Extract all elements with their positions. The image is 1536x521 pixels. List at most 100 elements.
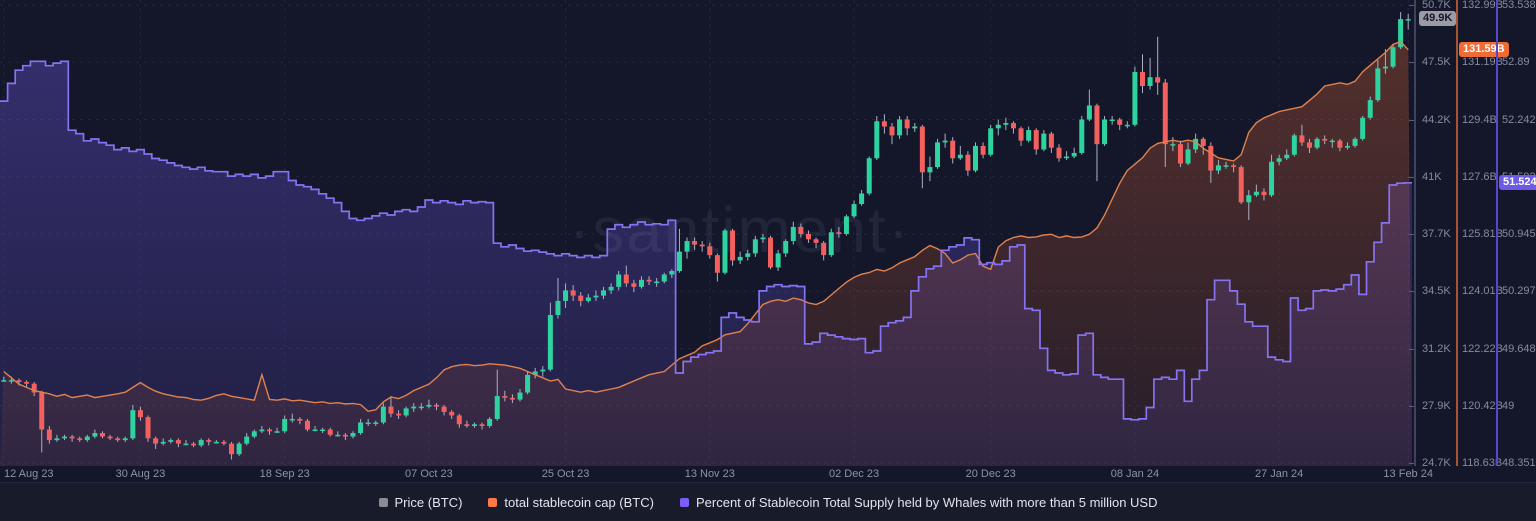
legend-item-1[interactable]: total stablecoin cap (BTC) [488, 495, 654, 510]
axis-tick-label: 49 [1502, 399, 1515, 412]
candle [115, 438, 121, 441]
candle [1344, 145, 1350, 148]
candle [358, 422, 364, 434]
candle [168, 440, 174, 442]
candle [130, 410, 136, 439]
candle [1238, 167, 1244, 203]
candle [1079, 119, 1085, 153]
candle [471, 424, 477, 427]
chart-legend: Price (BTC) total stablecoin cap (BTC) Per… [0, 482, 1536, 521]
stablecoin-axis-line [1456, 0, 1458, 466]
candle [502, 396, 508, 398]
candle [434, 404, 440, 407]
axis-tick-label: 118.63B [1462, 457, 1503, 469]
candle [39, 392, 45, 430]
candle [1177, 144, 1183, 164]
candle [555, 300, 561, 316]
candle [69, 436, 75, 439]
candle [1291, 135, 1297, 155]
date-label: 20 Dec 23 [965, 468, 1016, 480]
candle [365, 422, 371, 424]
candle [699, 244, 705, 247]
axis-tick-label: 27.9K [1422, 399, 1451, 412]
candle [1094, 105, 1100, 145]
candle [752, 239, 758, 254]
candle [229, 443, 235, 455]
candle [350, 433, 356, 437]
candle [191, 443, 197, 446]
candle [919, 126, 925, 173]
candle [532, 371, 538, 375]
candle [760, 237, 766, 240]
candle [145, 417, 151, 439]
axis-tick-label: 52.89 [1502, 56, 1530, 69]
legend-label: total stablecoin cap (BTC) [504, 494, 654, 510]
date-label: 12 Aug 23 [4, 468, 54, 480]
candle [836, 232, 842, 234]
candle [540, 369, 546, 372]
candle [8, 380, 14, 382]
candle [1048, 133, 1054, 148]
candle [957, 154, 963, 159]
candle [912, 126, 918, 129]
candle [874, 121, 880, 159]
candle [935, 142, 941, 168]
candle [684, 241, 690, 252]
candle [479, 424, 485, 427]
whale-area-fill [0, 61, 1412, 467]
candle [692, 241, 698, 245]
axis-tick-label: 127.6B [1462, 170, 1497, 183]
legend-item-2[interactable]: Percent of Stablecoin Total Supply held … [679, 494, 1158, 510]
candle [1261, 191, 1267, 196]
candle [843, 216, 849, 234]
candle [1200, 138, 1206, 146]
candle [175, 440, 181, 444]
candle [927, 167, 933, 173]
chart-canvas[interactable]: ·santiment· [0, 0, 1412, 480]
candle [449, 411, 455, 416]
candle [99, 433, 105, 437]
axis-tick-label: 122.22B [1462, 342, 1503, 355]
candle [517, 392, 523, 400]
candle [342, 434, 348, 437]
legend-item-0[interactable]: Price (BTC) [378, 495, 462, 510]
candle [1215, 165, 1221, 171]
candle [289, 418, 295, 421]
candle [1405, 19, 1411, 21]
date-label: 13 Feb 24 [1383, 468, 1433, 480]
candle [206, 440, 212, 442]
legend-label: Percent of Stablecoin Total Supply held … [695, 494, 1158, 510]
candle [335, 434, 341, 437]
candle [1193, 138, 1199, 150]
date-label: 02 Dec 23 [828, 468, 880, 480]
candle [1352, 138, 1358, 146]
candle [137, 410, 143, 418]
candle [24, 381, 30, 384]
candle [676, 251, 682, 271]
candle [1382, 66, 1388, 69]
candle [1253, 191, 1259, 196]
candle [411, 406, 417, 409]
candle [623, 274, 629, 284]
candle [821, 242, 827, 256]
candle [988, 128, 994, 155]
axis-tick-label: 120.42B [1462, 399, 1503, 412]
candle [418, 406, 424, 409]
candle [297, 418, 303, 421]
candle [972, 145, 978, 171]
date-label: 30 Aug 23 [115, 468, 166, 480]
candle [1010, 123, 1016, 129]
candle [312, 429, 318, 432]
price-last-value-badge: 49.9K [1419, 11, 1457, 27]
date-label: 18 Sep 23 [259, 468, 310, 480]
candle [851, 204, 857, 217]
candle [46, 429, 52, 441]
whale-last-value-badge: 51.524 [1499, 174, 1536, 190]
candle [487, 418, 493, 427]
candle [661, 274, 667, 282]
candle [585, 297, 591, 301]
candle [1086, 105, 1092, 120]
price-axis-line [1414, 0, 1416, 466]
candle [327, 429, 333, 435]
date-label: 25 Oct 23 [541, 468, 590, 480]
